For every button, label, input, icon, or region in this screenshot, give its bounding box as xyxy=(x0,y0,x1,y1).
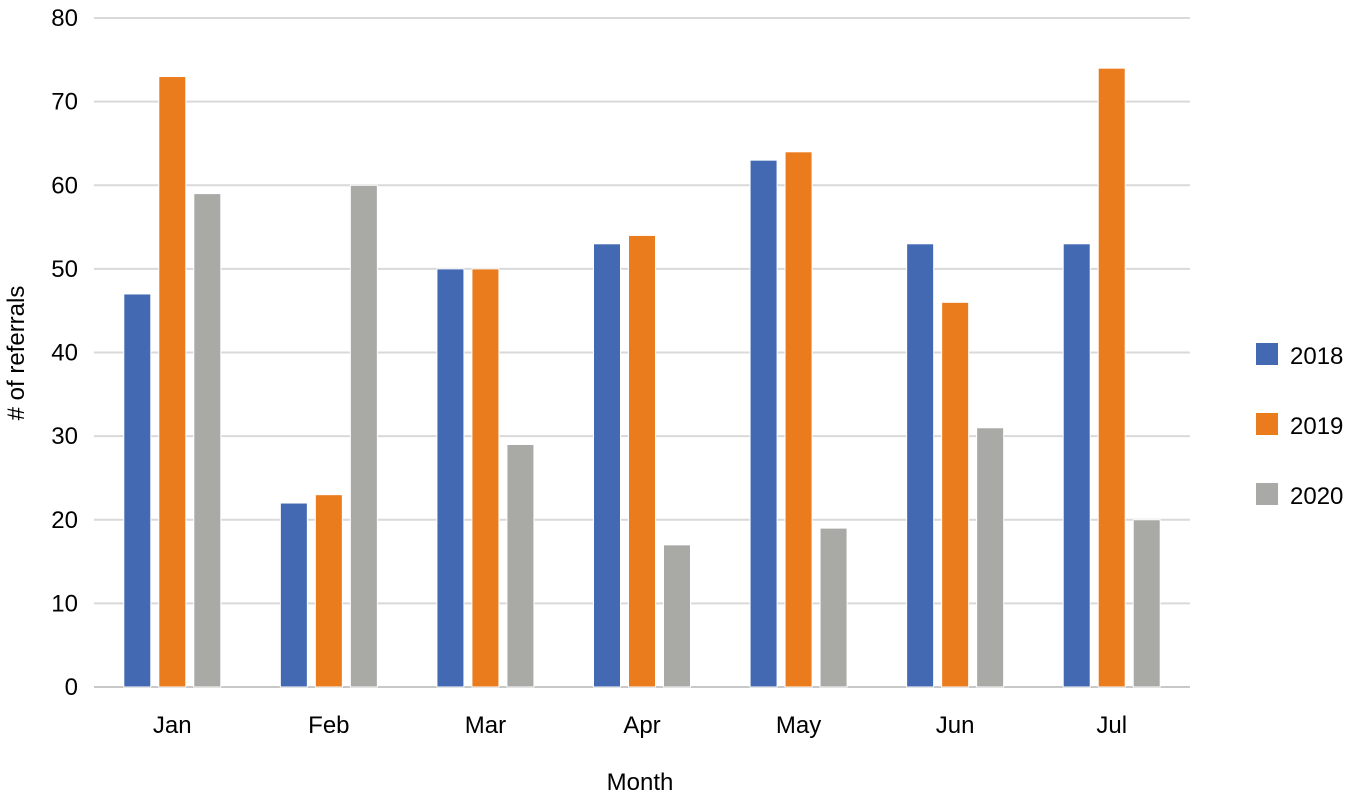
x-tick-label: Jan xyxy=(153,712,192,739)
bar-2019-Apr xyxy=(628,234,656,688)
bar-2020-Mar xyxy=(506,443,535,688)
bar-2018-Feb xyxy=(279,502,308,688)
x-tick-label: Jun xyxy=(936,712,975,739)
bar-2019-May xyxy=(784,151,813,688)
bar-2019-Jun xyxy=(941,301,970,688)
y-axis-ticks: 0 10 20 30 40 50 60 70 80 xyxy=(51,5,78,701)
bars xyxy=(123,67,1161,688)
y-tick-label: 40 xyxy=(51,340,78,367)
bar-2018-Apr xyxy=(593,243,621,688)
bar-2018-Mar xyxy=(436,268,465,688)
bar-2019-Jul xyxy=(1097,67,1126,688)
x-tick-label: Mar xyxy=(465,712,506,739)
legend-label-2020: 2020 xyxy=(1290,483,1343,510)
bar-2019-Jan xyxy=(158,76,187,688)
legend-label-2018: 2018 xyxy=(1290,343,1343,370)
bar-2020-Jan xyxy=(193,193,222,688)
legend-swatch-2019 xyxy=(1256,413,1278,435)
y-axis-title: # of referrals xyxy=(3,286,30,421)
legend-swatch-2020 xyxy=(1256,483,1278,505)
y-tick-label: 70 xyxy=(51,89,78,116)
x-axis-ticks: Jan Feb Mar Apr May Jun Jul xyxy=(153,712,1127,739)
y-tick-label: 50 xyxy=(51,256,78,283)
bar-2018-Jun xyxy=(906,243,935,688)
bar-2019-Feb xyxy=(314,494,343,688)
legend-label-2019: 2019 xyxy=(1290,413,1343,440)
bar-2019-Mar xyxy=(471,268,500,688)
bar-2020-Jun xyxy=(976,427,1005,688)
bar-2020-Feb xyxy=(349,184,378,688)
x-axis-title: Month xyxy=(607,769,674,792)
bar-2020-Apr xyxy=(663,544,691,688)
x-tick-label: Apr xyxy=(623,712,660,739)
bar-2018-May xyxy=(749,159,778,688)
bar-2020-May xyxy=(819,527,848,688)
y-tick-label: 10 xyxy=(51,590,78,617)
legend: 2018 2019 2020 xyxy=(1256,343,1343,510)
y-tick-label: 30 xyxy=(51,423,78,450)
y-tick-label: 60 xyxy=(51,172,78,199)
x-tick-label: Feb xyxy=(308,712,349,739)
y-tick-label: 0 xyxy=(65,674,78,701)
x-tick-label: Jul xyxy=(1096,712,1127,739)
bar-2020-Jul xyxy=(1132,519,1161,688)
y-tick-label: 80 xyxy=(51,5,78,32)
legend-swatch-2018 xyxy=(1256,343,1278,365)
x-tick-label: May xyxy=(776,712,821,739)
bar-2018-Jul xyxy=(1062,243,1091,688)
bar-2018-Jan xyxy=(123,293,152,688)
y-tick-label: 20 xyxy=(51,507,78,534)
